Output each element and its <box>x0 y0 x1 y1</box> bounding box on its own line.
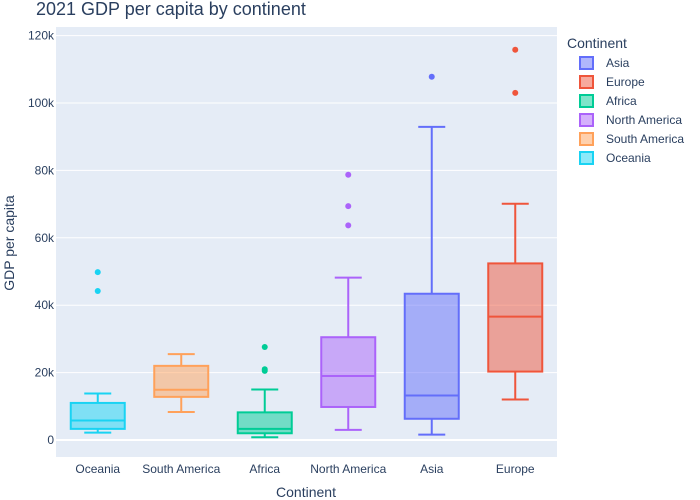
outlier-point <box>428 73 435 80</box>
legend-swatch <box>579 56 594 70</box>
outlier-point <box>345 203 352 210</box>
iqr-box <box>403 292 460 420</box>
iqr-box <box>320 336 377 408</box>
legend-label: Oceania <box>606 151 651 165</box>
y-tick-label: 100k <box>28 96 55 110</box>
legend-swatch <box>579 113 594 127</box>
outlier-point <box>345 171 352 178</box>
y-tick-label: 40k <box>35 298 55 312</box>
legend-swatch <box>579 132 594 146</box>
x-tick-label: Oceania <box>75 462 120 476</box>
outlier-point <box>512 46 519 53</box>
iqr-box <box>153 364 210 398</box>
legend-label: North America <box>606 113 682 127</box>
box-asia <box>403 73 460 436</box>
legend-swatch <box>579 94 594 108</box>
legend: Continent Asia Europe Africa North America S… <box>567 35 684 165</box>
x-tick-label: South America <box>142 462 220 476</box>
box-africa <box>236 343 293 439</box>
chart-title: 2021 GDP per capita by continent <box>36 0 306 19</box>
box-south-america <box>153 353 210 414</box>
y-tick-label: 0 <box>47 433 54 447</box>
x-tick-label: Europe <box>496 462 535 476</box>
legend-item-asia[interactable]: Asia <box>579 56 630 70</box>
y-tick-label: 60k <box>35 231 55 245</box>
legend-label: South America <box>606 132 684 146</box>
y-axis-title: GDP per capita <box>1 195 17 291</box>
outlier-point <box>261 366 268 373</box>
y-tick-label: 20k <box>35 366 55 380</box>
box-oceania <box>69 269 126 434</box>
iqr-box <box>69 401 126 430</box>
legend-item-north-america[interactable]: North America <box>579 113 682 127</box>
legend-item-south-america[interactable]: South America <box>579 132 684 146</box>
x-tick-label: North America <box>310 462 386 476</box>
legend-label: Europe <box>606 75 645 89</box>
plot-area <box>56 27 557 457</box>
box-north-america <box>320 171 377 431</box>
x-tick-label: Asia <box>420 462 444 476</box>
legend-swatch <box>579 75 594 89</box>
box-europe <box>487 46 544 401</box>
outlier-point <box>261 343 268 350</box>
legend-swatch <box>579 151 594 165</box>
y-tick-label: 120k <box>28 29 55 43</box>
legend-label: Africa <box>606 94 637 108</box>
outlier-point <box>345 222 352 229</box>
legend-label: Asia <box>606 56 630 70</box>
x-tick-label: Africa <box>249 462 280 476</box>
legend-title: Continent <box>567 35 627 51</box>
legend-item-oceania[interactable]: Oceania <box>579 151 651 165</box>
iqr-box <box>236 411 293 435</box>
outlier-point <box>94 269 101 276</box>
legend-item-africa[interactable]: Africa <box>579 94 637 108</box>
legend-item-europe[interactable]: Europe <box>579 75 645 89</box>
y-tick-label: 80k <box>35 163 55 177</box>
outlier-point <box>512 89 519 96</box>
x-axis-title: Continent <box>276 484 336 500</box>
outlier-point <box>94 288 101 295</box>
